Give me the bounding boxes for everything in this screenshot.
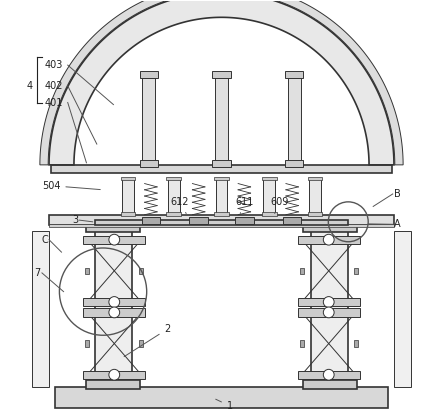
Bar: [168, 179, 179, 215]
Bar: [262, 212, 277, 216]
Bar: [32, 231, 49, 387]
Bar: [83, 371, 145, 379]
Bar: [394, 231, 411, 387]
Bar: [142, 78, 155, 165]
Text: 612: 612: [171, 197, 189, 214]
Circle shape: [323, 234, 334, 245]
Bar: [288, 78, 301, 165]
Circle shape: [323, 296, 334, 307]
Bar: [140, 160, 158, 167]
Bar: [285, 71, 303, 78]
Text: 2: 2: [124, 324, 171, 357]
Circle shape: [109, 296, 120, 307]
Bar: [95, 231, 132, 387]
Bar: [298, 298, 360, 306]
Bar: [264, 179, 275, 215]
Text: 504: 504: [42, 181, 100, 191]
Bar: [298, 236, 360, 244]
Circle shape: [109, 369, 120, 380]
Bar: [120, 177, 136, 180]
Bar: [95, 220, 348, 225]
Bar: [212, 160, 231, 167]
Bar: [303, 225, 357, 232]
Bar: [139, 340, 144, 347]
Bar: [212, 71, 231, 78]
Bar: [299, 268, 304, 274]
Text: 609: 609: [271, 197, 289, 214]
Circle shape: [323, 307, 334, 318]
Bar: [298, 371, 360, 379]
Bar: [298, 308, 360, 317]
Bar: [83, 298, 145, 306]
Bar: [215, 78, 228, 165]
Bar: [166, 212, 181, 216]
Circle shape: [109, 234, 120, 245]
Bar: [49, 224, 394, 227]
Bar: [86, 225, 140, 232]
Text: C: C: [41, 235, 48, 245]
Bar: [83, 236, 145, 244]
Bar: [216, 179, 227, 215]
Bar: [307, 212, 323, 216]
Bar: [86, 380, 140, 389]
Bar: [303, 380, 357, 389]
Circle shape: [109, 307, 120, 318]
Bar: [120, 212, 136, 216]
Bar: [311, 231, 348, 387]
Text: 403: 403: [45, 60, 63, 70]
Bar: [235, 217, 253, 224]
Bar: [214, 177, 229, 180]
Bar: [139, 268, 144, 274]
Bar: [283, 217, 301, 224]
Bar: [55, 387, 388, 408]
Text: 402: 402: [45, 81, 63, 91]
Bar: [49, 215, 394, 225]
Text: 1: 1: [216, 399, 233, 411]
Bar: [122, 179, 134, 215]
Bar: [142, 217, 160, 224]
Text: 3: 3: [72, 215, 78, 225]
Bar: [85, 268, 89, 274]
Text: 4: 4: [26, 81, 32, 91]
Bar: [354, 340, 358, 347]
Text: 611: 611: [235, 197, 253, 214]
Text: 7: 7: [35, 268, 41, 278]
Bar: [299, 340, 304, 347]
Bar: [354, 268, 358, 274]
Bar: [309, 179, 321, 215]
Bar: [214, 212, 229, 216]
Text: A: A: [394, 219, 400, 229]
Bar: [83, 308, 145, 317]
Bar: [190, 217, 208, 224]
Polygon shape: [49, 0, 394, 165]
Circle shape: [323, 369, 334, 380]
Bar: [140, 71, 158, 78]
Text: 401: 401: [45, 98, 63, 108]
Bar: [51, 165, 392, 173]
Bar: [85, 340, 89, 347]
Text: B: B: [394, 189, 401, 199]
Polygon shape: [40, 0, 403, 165]
Bar: [262, 177, 277, 180]
Bar: [307, 177, 323, 180]
Bar: [285, 160, 303, 167]
Bar: [166, 177, 181, 180]
